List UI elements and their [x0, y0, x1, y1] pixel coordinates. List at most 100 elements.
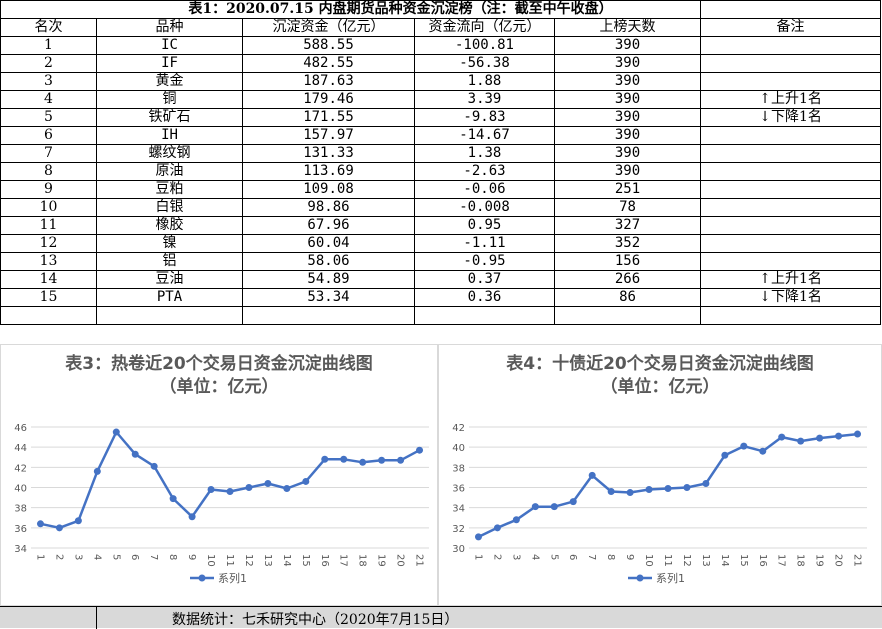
x-tick-label: 19 [376, 554, 387, 567]
x-tick-label: 13 [700, 554, 711, 567]
note-cell: ↓下降1名 [700, 108, 881, 127]
data-point [264, 479, 272, 487]
y-tick-label: 42 [14, 463, 27, 474]
note-cell [700, 216, 881, 235]
x-tick-label: 12 [681, 554, 692, 567]
footer-divider [96, 607, 97, 629]
flow-cell: -14.67 [414, 126, 555, 145]
flow-cell: 1.88 [414, 72, 555, 91]
data-point [797, 437, 805, 445]
rank-cell: 15 [0, 288, 97, 307]
flow-cell: 0.36 [414, 288, 555, 307]
x-tick-label: 16 [757, 554, 768, 567]
data-point [588, 471, 596, 479]
data-point [778, 433, 786, 441]
name-cell: IH [96, 126, 243, 145]
arrow-down-icon: ↓ [759, 109, 771, 126]
x-tick-label: 4 [529, 554, 540, 560]
note-cell [700, 180, 881, 199]
title-row: 表1：2020.07.15 内盘期货品种资金沉淀榜（注：截至中午收盘） [0, 0, 881, 19]
legend-marker [636, 574, 644, 582]
rank-cell: 11 [0, 216, 97, 235]
header-name: 品种 [96, 18, 243, 37]
funds-cell: 67.96 [242, 216, 415, 235]
x-tick-label: 17 [776, 554, 787, 567]
name-cell: IC [96, 36, 243, 55]
funds-cell: 157.97 [242, 126, 415, 145]
data-point [397, 456, 405, 464]
blank-cell [554, 306, 701, 325]
data-point [854, 430, 862, 438]
blank-cell [0, 306, 97, 325]
y-tick-label: 38 [14, 504, 27, 515]
funds-cell: 58.06 [242, 252, 415, 271]
x-tick-label: 1 [472, 554, 483, 560]
rank-cell: 13 [0, 252, 97, 271]
y-tick-label: 44 [14, 443, 27, 454]
flow-cell: 1.38 [414, 144, 555, 163]
data-point [626, 489, 634, 497]
data-point [74, 517, 82, 525]
flow-cell: 0.95 [414, 216, 555, 235]
x-tick-label: 13 [262, 554, 273, 567]
blank-cell [414, 306, 555, 325]
data-point [188, 513, 196, 521]
flow-cell: -1.11 [414, 234, 555, 253]
days-cell: 390 [554, 144, 701, 163]
days-cell: 86 [554, 288, 701, 307]
table-row: 4 铜 179.46 3.39 390 ↑上升1名 [0, 90, 881, 109]
x-tick-label: 10 [205, 554, 216, 567]
header-rank: 名次 [0, 18, 97, 37]
x-tick-label: 20 [395, 554, 406, 567]
x-tick-label: 5 [548, 554, 559, 560]
x-tick-label: 2 [491, 554, 502, 560]
ranking-table: 表1：2020.07.15 内盘期货品种资金沉淀榜（注：截至中午收盘） 名次 品… [0, 0, 881, 325]
days-cell: 327 [554, 216, 701, 235]
table-title: 表1：2020.07.15 内盘期货品种资金沉淀榜（注：截至中午收盘） [0, 0, 701, 19]
rank-cell: 4 [0, 90, 97, 109]
blank-cell [242, 306, 415, 325]
note-text: 上升1名 [771, 271, 822, 288]
y-tick-label: 36 [14, 524, 27, 535]
header-flow: 资金流向（亿元） [414, 18, 555, 37]
funds-cell: 482.55 [242, 54, 415, 73]
rank-cell: 12 [0, 234, 97, 253]
days-cell: 390 [554, 108, 701, 127]
days-cell: 390 [554, 126, 701, 145]
days-cell: 266 [554, 270, 701, 289]
x-tick-label: 6 [567, 554, 578, 560]
data-point [740, 442, 748, 450]
note-cell [700, 162, 881, 181]
note-cell: ↑上升1名 [700, 90, 881, 109]
funds-cell: 179.46 [242, 90, 415, 109]
funds-cell: 187.63 [242, 72, 415, 91]
data-point [493, 524, 501, 532]
flow-cell: -100.81 [414, 36, 555, 55]
name-cell: 白银 [96, 198, 243, 217]
note-cell [700, 126, 881, 145]
flow-cell: -9.83 [414, 108, 555, 127]
funds-cell: 98.86 [242, 198, 415, 217]
note-cell [700, 198, 881, 217]
chart-bond-subtitle: （单位：亿元） [600, 377, 720, 397]
legend-label: 系列1 [218, 571, 247, 585]
rank-cell: 10 [0, 198, 97, 217]
header-row: 名次 品种 沉淀资金（亿元） 资金流向（亿元） 上榜天数 备注 [0, 18, 881, 37]
data-point [226, 488, 234, 496]
funds-cell: 60.04 [242, 234, 415, 253]
header-funds: 沉淀资金（亿元） [242, 18, 415, 37]
table-row: 12 镍 60.04 -1.11 352 [0, 234, 881, 253]
table-row: 3 黄金 187.63 1.88 390 [0, 72, 881, 91]
data-point [569, 498, 577, 506]
data-point [474, 533, 482, 541]
days-cell: 352 [554, 234, 701, 253]
data-point [835, 432, 843, 440]
table-row: 8 原油 113.69 -2.63 390 [0, 162, 881, 181]
y-tick-label: 30 [452, 544, 465, 555]
data-point [378, 456, 386, 464]
rank-cell: 14 [0, 270, 97, 289]
chart-hrc-subtitle: （单位：亿元） [159, 377, 279, 397]
note-cell [700, 252, 881, 271]
